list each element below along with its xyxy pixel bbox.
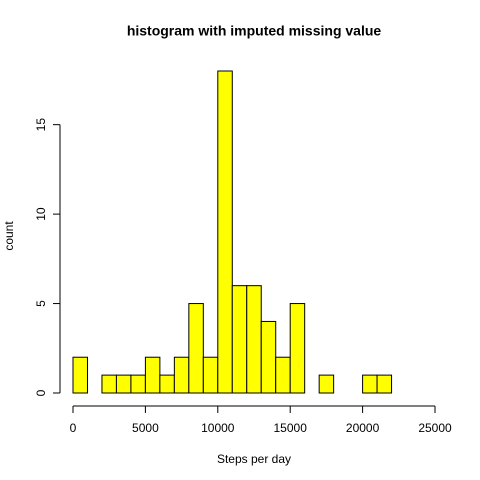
bar xyxy=(260,320,277,394)
bar xyxy=(362,374,378,394)
bar xyxy=(246,285,262,394)
x-tick-label: 25000 xyxy=(418,421,452,435)
chart-title: histogram with imputed missing value xyxy=(127,23,382,39)
y-tick-label: 15 xyxy=(34,118,48,132)
x-tick-label: 5000 xyxy=(132,421,159,435)
y-axis-label: count xyxy=(2,221,16,251)
bar xyxy=(231,285,248,394)
x-tick-label: 0 xyxy=(70,421,77,435)
bar xyxy=(159,374,175,394)
bar xyxy=(144,356,161,394)
bar xyxy=(188,303,204,394)
bar xyxy=(376,374,393,394)
bar xyxy=(289,303,306,394)
x-tick-label: 20000 xyxy=(346,421,380,435)
bar xyxy=(130,374,146,394)
bar xyxy=(275,356,291,394)
bar xyxy=(202,356,219,394)
bar xyxy=(318,374,335,394)
bar xyxy=(173,356,190,394)
x-tick-label: 10000 xyxy=(201,421,235,435)
x-axis-label: Steps per day xyxy=(217,452,291,466)
bar xyxy=(115,374,132,394)
y-tick-label: 0 xyxy=(34,389,48,396)
y-tick-label: 10 xyxy=(34,207,48,221)
x-tick-label: 15000 xyxy=(274,421,308,435)
bar xyxy=(217,70,233,394)
y-tick-label: 5 xyxy=(34,300,48,307)
bar xyxy=(101,374,117,394)
bar xyxy=(72,356,88,394)
